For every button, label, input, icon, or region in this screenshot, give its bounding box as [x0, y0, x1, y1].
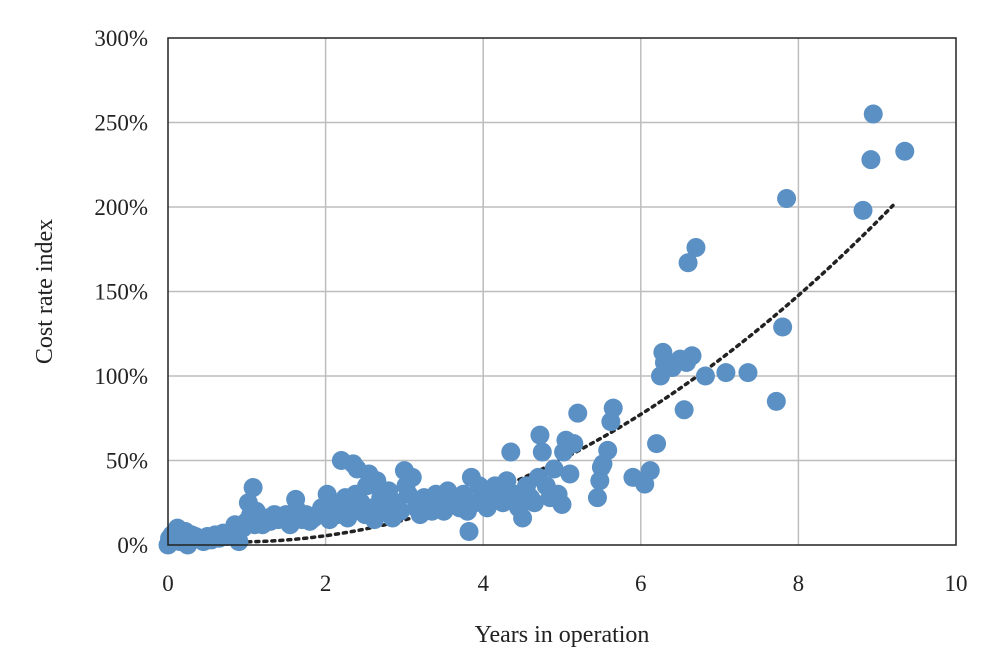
data-point	[682, 346, 702, 366]
data-point	[773, 317, 793, 337]
x-axis-ticks: 0 2 4 6 8 10	[162, 571, 967, 596]
data-point	[587, 488, 607, 508]
data-point	[766, 391, 786, 411]
data-point	[777, 189, 797, 209]
data-point	[647, 434, 667, 454]
x-tick-label: 2	[320, 571, 332, 596]
data-point	[390, 501, 410, 521]
data-point	[552, 494, 572, 514]
data-point	[544, 459, 564, 479]
data-point	[678, 253, 698, 273]
data-point	[513, 508, 533, 528]
data-point	[402, 467, 422, 487]
data-point	[716, 363, 736, 383]
data-point	[895, 141, 915, 161]
y-axis-title: Cost rate index	[32, 219, 58, 364]
x-tick-label: 4	[477, 571, 489, 596]
data-point	[603, 398, 623, 418]
y-tick-label: 150%	[94, 280, 148, 305]
data-point	[674, 400, 694, 420]
data-point	[640, 461, 660, 481]
data-point	[695, 366, 715, 386]
y-axis-ticks: 0% 50% 100% 150% 200% 250% 300%	[94, 26, 148, 558]
data-point	[530, 425, 550, 445]
data-point	[560, 464, 580, 484]
data-point	[863, 104, 883, 124]
plot-frame	[167, 37, 957, 546]
data-point	[532, 442, 552, 462]
data-point	[686, 238, 706, 258]
data-points	[158, 104, 915, 555]
data-point	[861, 150, 881, 170]
data-point	[853, 200, 873, 220]
y-tick-label: 250%	[94, 111, 148, 136]
y-tick-label: 300%	[94, 26, 148, 51]
y-tick-label: 100%	[94, 364, 148, 389]
data-point	[598, 440, 618, 460]
x-axis-title: Years in operation	[475, 622, 650, 648]
y-tick-label: 50%	[106, 449, 148, 474]
data-point	[564, 434, 584, 454]
data-point	[501, 442, 521, 462]
data-point	[243, 478, 263, 498]
x-tick-label: 8	[793, 571, 805, 596]
data-point	[568, 403, 588, 423]
data-point	[524, 493, 544, 513]
y-tick-label: 0%	[117, 533, 148, 558]
data-point	[459, 521, 479, 541]
x-tick-label: 10	[945, 571, 968, 596]
x-tick-label: 6	[635, 571, 647, 596]
x-tick-label: 0	[162, 571, 174, 596]
y-tick-label: 200%	[94, 195, 148, 220]
data-point	[738, 363, 758, 383]
